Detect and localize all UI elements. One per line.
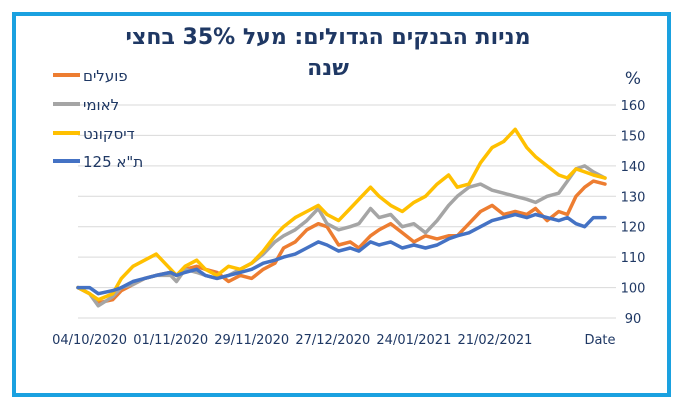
chart-title-line2: שנה [307, 56, 349, 81]
y-tick-label: 160 [621, 99, 646, 114]
x-tick-label: 01/11/2020 [133, 333, 208, 348]
chart-title: מניות הבנקים הגדולים: מעל 35% בחצי שנה [0, 22, 656, 84]
y-tick-label: 150 [621, 129, 646, 144]
y-axis-ticks: 90 100 110 120 130 140 150 160 [621, 99, 646, 327]
chart-title-line1: מניות הבנקים הגדולים: מעל 35% בחצי [125, 25, 531, 50]
y-tick-label: 100 [621, 282, 646, 297]
x-axis-ticks: 04/10/2020 01/11/2020 29/11/2020 27/12/2020… [52, 333, 532, 348]
series-line [76, 212, 607, 296]
legend-label: דיסקונט [83, 125, 135, 143]
x-tick-label: 24/01/2021 [376, 333, 451, 348]
y-tick-label: 130 [621, 190, 646, 205]
y-tick-label: 120 [621, 221, 646, 236]
y-tick-label: 90 [625, 312, 642, 327]
series-line [76, 127, 607, 302]
gridlines [78, 104, 616, 319]
legend-label: ת"א 125 [83, 153, 143, 171]
legend-label: פועלים [83, 67, 128, 85]
x-tick-label: 21/02/2021 [457, 333, 532, 348]
legend-label: לאומי [83, 96, 119, 114]
x-tick-label: 04/10/2020 [52, 333, 127, 348]
series-lines [76, 127, 607, 308]
legend: פועלים לאומי דיסקונט ת"א 125 [53, 67, 143, 171]
y-tick-label: 110 [621, 251, 646, 266]
series-line [76, 164, 607, 308]
x-axis-label: Date [584, 333, 615, 348]
chart-frame [12, 12, 671, 397]
y-axis-unit: % [625, 69, 641, 89]
y-tick-label: 140 [621, 160, 646, 175]
x-tick-label: 27/12/2020 [295, 333, 370, 348]
x-tick-label: 29/11/2020 [214, 333, 289, 348]
